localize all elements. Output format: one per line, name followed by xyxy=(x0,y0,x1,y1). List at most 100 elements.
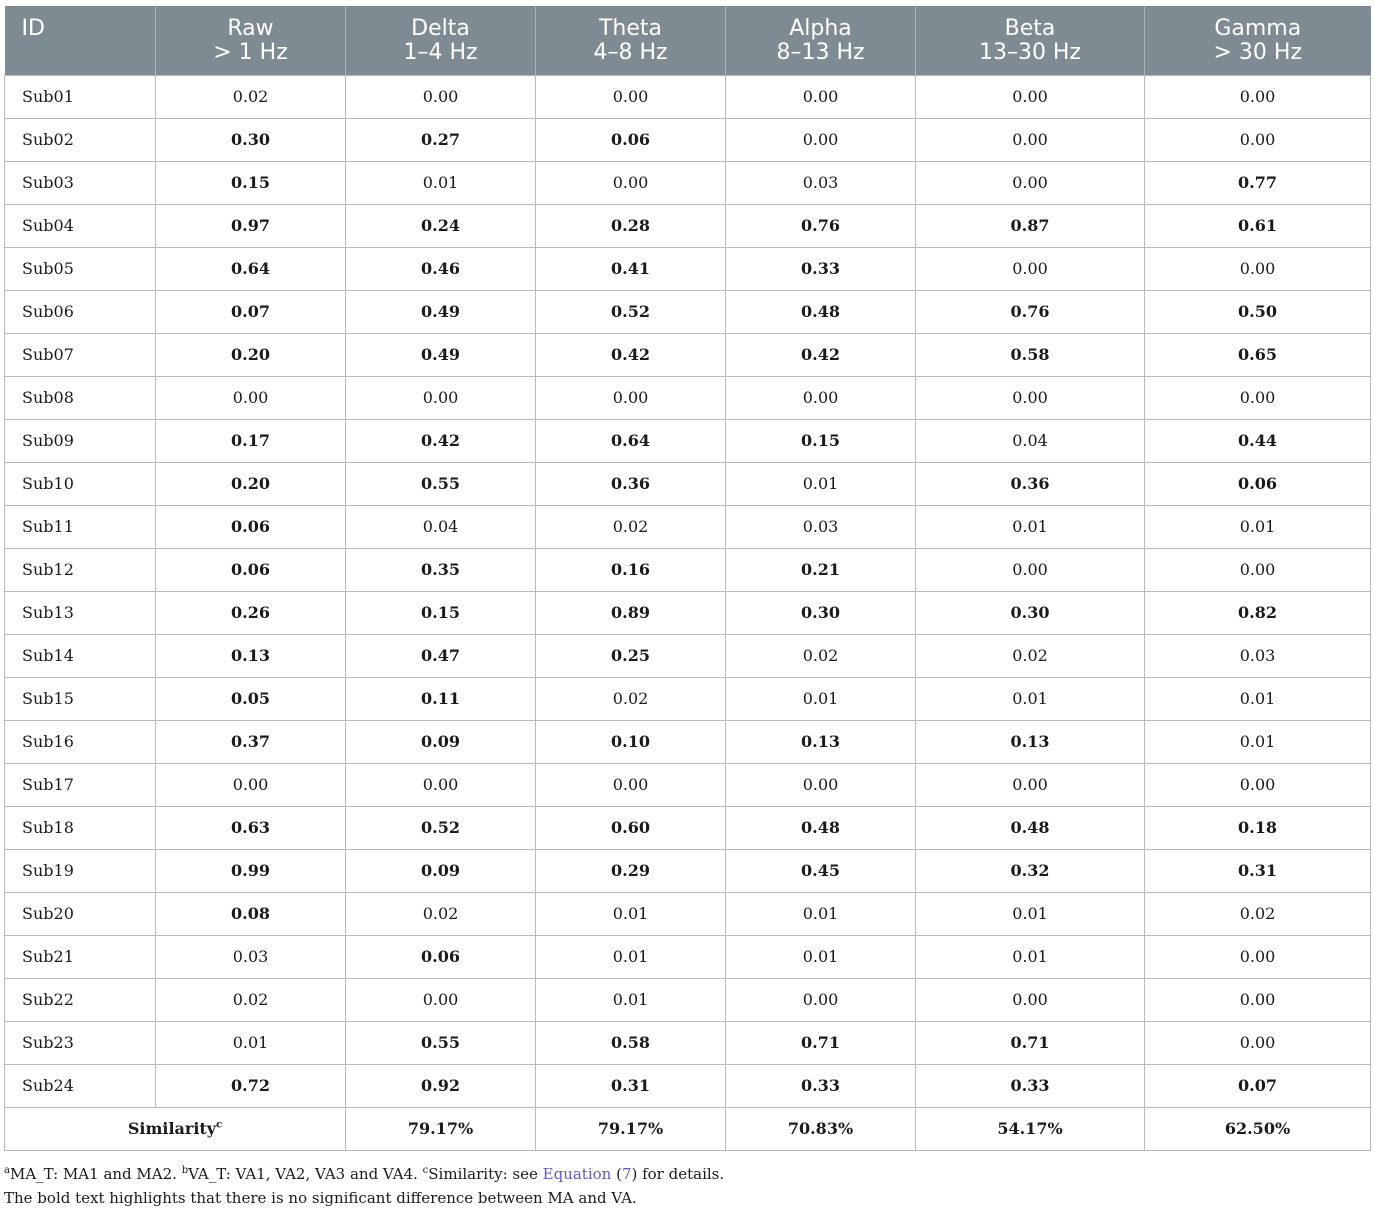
value-cell: 0.10 xyxy=(535,719,726,764)
value-cell: 0.28 xyxy=(535,203,726,248)
table-row: Sub05 0.64 0.46 0.41 0.33 0.00 0.00 xyxy=(4,246,1371,291)
similarity-value-cell: 54.17% xyxy=(915,1106,1145,1151)
value-cell: 0.25 xyxy=(535,633,726,678)
value-cell: 0.00 xyxy=(155,375,346,420)
column-header-title: Beta xyxy=(1004,16,1056,41)
value-cell: 0.44 xyxy=(1144,418,1371,463)
table-row: Sub06 0.07 0.49 0.52 0.48 0.76 0.50 xyxy=(4,289,1371,334)
value-cell: 0.36 xyxy=(535,461,726,506)
column-header-title: Raw xyxy=(227,16,274,41)
value-cell: 0.01 xyxy=(725,891,916,936)
value-cell: 0.36 xyxy=(915,461,1145,506)
table-footnotes: aMA_T: MA1 and MA2. bVA_T: VA1, VA2, VA3… xyxy=(4,1162,1370,1210)
table-row: Sub16 0.37 0.09 0.10 0.13 0.13 0.01 xyxy=(4,719,1371,764)
value-cell: 0.76 xyxy=(725,203,916,248)
value-cell: 0.00 xyxy=(915,977,1145,1022)
value-cell: 0.16 xyxy=(535,547,726,592)
value-cell: 0.08 xyxy=(155,891,346,936)
footnote-c-text: Similarity: see xyxy=(428,1165,543,1183)
value-cell: 0.06 xyxy=(155,504,346,549)
value-cell: 0.42 xyxy=(535,332,726,377)
subject-id-cell: Sub04 xyxy=(4,203,156,248)
value-cell: 0.72 xyxy=(155,1063,346,1108)
value-cell: 0.01 xyxy=(1144,504,1371,549)
value-cell: 0.31 xyxy=(1144,848,1371,893)
value-cell: 0.20 xyxy=(155,461,346,506)
table-row: Sub24 0.72 0.92 0.31 0.33 0.33 0.07 xyxy=(4,1063,1371,1108)
value-cell: 0.00 xyxy=(1144,977,1371,1022)
value-cell: 0.47 xyxy=(345,633,536,678)
value-cell: 0.04 xyxy=(345,504,536,549)
column-header-raw: Raw > 1 Hz xyxy=(155,6,346,75)
value-cell: 0.00 xyxy=(725,977,916,1022)
column-header-title: Alpha xyxy=(789,16,852,41)
table-row: Sub22 0.02 0.00 0.01 0.00 0.00 0.00 xyxy=(4,977,1371,1022)
value-cell: 0.50 xyxy=(1144,289,1371,334)
value-cell: 0.48 xyxy=(915,805,1145,850)
value-cell: 0.01 xyxy=(725,461,916,506)
table-row: Sub10 0.20 0.55 0.36 0.01 0.36 0.06 xyxy=(4,461,1371,506)
similarity-value-cell: 70.83% xyxy=(725,1106,916,1151)
value-cell: 0.45 xyxy=(725,848,916,893)
value-cell: 0.17 xyxy=(155,418,346,463)
table-row: Sub23 0.01 0.55 0.58 0.71 0.71 0.00 xyxy=(4,1020,1371,1065)
value-cell: 0.58 xyxy=(915,332,1145,377)
subject-id-cell: Sub09 xyxy=(4,418,156,463)
value-cell: 0.64 xyxy=(535,418,726,463)
similarity-footnote-marker: c xyxy=(216,1119,223,1131)
column-header-title: Delta xyxy=(411,16,470,41)
column-header-alpha: Alpha 8–13 Hz xyxy=(725,6,916,75)
subject-id-cell: Sub15 xyxy=(4,676,156,721)
value-cell: 0.41 xyxy=(535,246,726,291)
column-header-id: ID xyxy=(4,6,156,75)
equation-link[interactable]: Equation xyxy=(542,1165,612,1183)
value-cell: 0.13 xyxy=(915,719,1145,764)
value-cell: 0.15 xyxy=(155,160,346,205)
value-cell: 0.03 xyxy=(1144,633,1371,678)
value-cell: 0.42 xyxy=(725,332,916,377)
value-cell: 0.48 xyxy=(725,289,916,334)
value-cell: 0.33 xyxy=(915,1063,1145,1108)
value-cell: 0.00 xyxy=(535,160,726,205)
value-cell: 0.27 xyxy=(345,117,536,162)
value-cell: 0.04 xyxy=(915,418,1145,463)
footnote-c-tail: ) for details. xyxy=(631,1165,725,1183)
value-cell: 0.06 xyxy=(1144,461,1371,506)
value-cell: 0.09 xyxy=(345,848,536,893)
value-cell: 0.82 xyxy=(1144,590,1371,635)
value-cell: 0.06 xyxy=(535,117,726,162)
value-cell: 0.00 xyxy=(915,246,1145,291)
value-cell: 0.13 xyxy=(725,719,916,764)
subject-id-cell: Sub03 xyxy=(4,160,156,205)
value-cell: 0.01 xyxy=(155,1020,346,1065)
subject-id-cell: Sub17 xyxy=(4,762,156,807)
subject-id-cell: Sub24 xyxy=(4,1063,156,1108)
value-cell: 0.89 xyxy=(535,590,726,635)
value-cell: 0.30 xyxy=(725,590,916,635)
table-row: Sub12 0.06 0.35 0.16 0.21 0.00 0.00 xyxy=(4,547,1371,592)
column-header-theta: Theta 4–8 Hz xyxy=(535,6,726,75)
value-cell: 0.21 xyxy=(725,547,916,592)
value-cell: 0.00 xyxy=(535,74,726,119)
table-row: Sub19 0.99 0.09 0.29 0.45 0.32 0.31 xyxy=(4,848,1371,893)
value-cell: 0.32 xyxy=(915,848,1145,893)
similarity-value-cell: 79.17% xyxy=(535,1106,726,1151)
value-cell: 0.00 xyxy=(1144,375,1371,420)
subject-id-cell: Sub07 xyxy=(4,332,156,377)
equation-number-link[interactable]: 7 xyxy=(621,1165,632,1183)
value-cell: 0.26 xyxy=(155,590,346,635)
column-header-gamma: Gamma > 30 Hz xyxy=(1144,6,1371,75)
subject-id-cell: Sub12 xyxy=(4,547,156,592)
value-cell: 0.00 xyxy=(725,74,916,119)
value-cell: 0.02 xyxy=(155,74,346,119)
subject-id-cell: Sub16 xyxy=(4,719,156,764)
value-cell: 0.01 xyxy=(915,934,1145,979)
footnote-b-text: VA_T: VA1, VA2, VA3 and VA4. xyxy=(188,1165,423,1183)
value-cell: 0.03 xyxy=(155,934,346,979)
table-row: Sub15 0.05 0.11 0.02 0.01 0.01 0.01 xyxy=(4,676,1371,721)
footnote-bold-explanation: The bold text highlights that there is n… xyxy=(4,1189,637,1207)
value-cell: 0.01 xyxy=(725,934,916,979)
value-cell: 0.00 xyxy=(345,74,536,119)
similarity-row: Similarityc 79.17% 79.17% 70.83% 54.17% 62.50… xyxy=(4,1106,1371,1151)
value-cell: 0.35 xyxy=(345,547,536,592)
